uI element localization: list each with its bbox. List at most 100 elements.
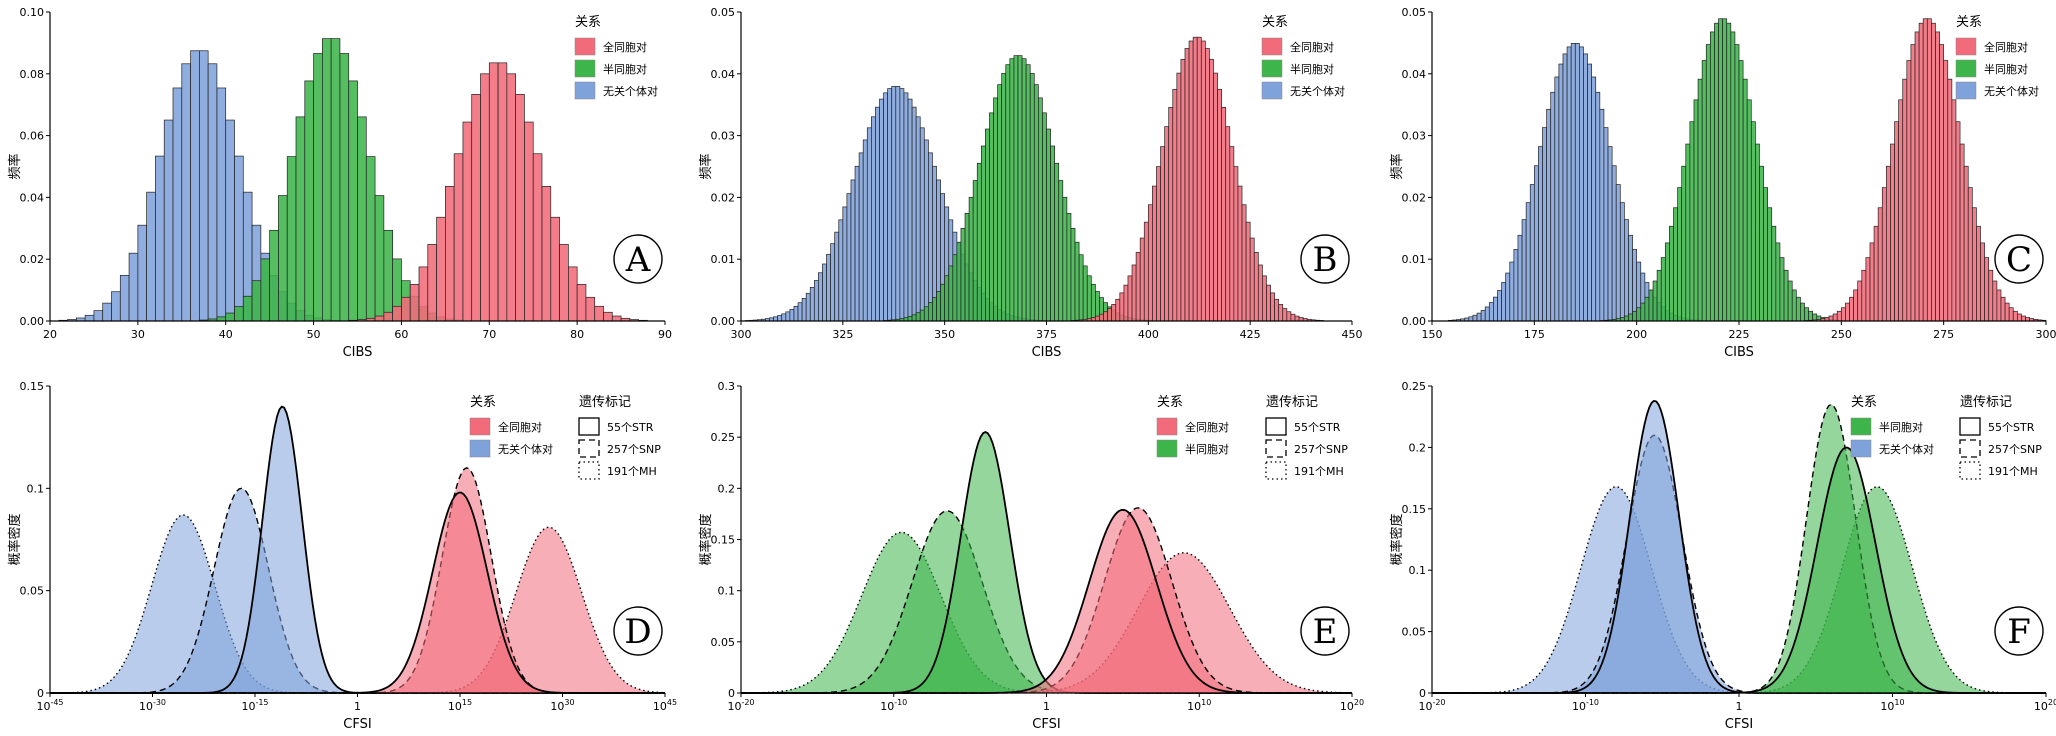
histogram-bar bbox=[1127, 275, 1133, 322]
histogram-bar bbox=[1640, 302, 1646, 322]
x-tick-label: 275 bbox=[1933, 328, 1954, 341]
legend-label: 全同胞对 bbox=[498, 420, 542, 434]
histogram-bar bbox=[1168, 107, 1174, 322]
histogram-bar bbox=[923, 306, 929, 322]
histogram-bar bbox=[948, 265, 954, 322]
histogram-bar bbox=[1005, 64, 1011, 322]
histogram-bar bbox=[383, 229, 393, 322]
x-tick-label: 90 bbox=[658, 328, 672, 341]
histogram-bar bbox=[1746, 99, 1752, 322]
histogram-bar bbox=[1115, 298, 1121, 322]
histogram-bar bbox=[826, 253, 831, 322]
y-tick-label: 0.05 bbox=[1402, 626, 1427, 639]
histogram-bar bbox=[1591, 76, 1597, 322]
histogram-bar bbox=[1783, 269, 1789, 322]
histogram-bar bbox=[1574, 42, 1580, 322]
y-axis-label: 频率 bbox=[1389, 153, 1405, 179]
histogram-bar bbox=[1718, 18, 1723, 322]
histogram-bar bbox=[1599, 108, 1605, 322]
histogram-bar bbox=[1587, 63, 1592, 322]
histogram-bar bbox=[1828, 315, 1834, 322]
histogram-bar bbox=[1771, 225, 1777, 322]
histogram-bar bbox=[1164, 126, 1170, 322]
y-tick-label: 0.25 bbox=[711, 431, 736, 444]
histogram-bar bbox=[1278, 304, 1284, 322]
x-tick-label: 10-10 bbox=[880, 698, 907, 713]
histogram-bar bbox=[822, 263, 827, 322]
histogram-bar bbox=[1832, 313, 1838, 322]
histogram-bar bbox=[1493, 296, 1498, 322]
histogram-bar bbox=[1029, 73, 1035, 322]
histogram-bar bbox=[471, 94, 481, 322]
density-curve bbox=[741, 431, 1352, 694]
histogram-bar bbox=[1722, 18, 1728, 322]
x-tick-label: 30 bbox=[131, 328, 145, 341]
density-area bbox=[1432, 486, 2046, 693]
legend-label: 半同胞对 bbox=[1879, 420, 1923, 434]
histogram-bar bbox=[1205, 48, 1210, 322]
y-tick-label: 0.04 bbox=[20, 191, 45, 204]
histogram-bar bbox=[976, 162, 982, 322]
histogram-bar bbox=[1229, 146, 1235, 322]
histogram-bar bbox=[1918, 22, 1924, 322]
histogram-bar bbox=[1196, 36, 1202, 322]
y-tick-label: 0.05 bbox=[711, 6, 736, 19]
histogram-bar bbox=[1955, 121, 1961, 322]
histogram-bar bbox=[1200, 40, 1206, 322]
histogram-bar bbox=[392, 305, 402, 322]
legend-swatch bbox=[469, 439, 491, 458]
histogram-bar bbox=[1836, 310, 1842, 322]
legend-title: 关系 bbox=[470, 395, 496, 410]
histogram-bar bbox=[1180, 58, 1186, 322]
histogram-bar bbox=[1468, 316, 1474, 322]
histogram-bar bbox=[936, 291, 941, 322]
histogram-bar bbox=[1971, 207, 1977, 322]
histogram-bar bbox=[383, 311, 393, 322]
histogram-bar bbox=[234, 306, 244, 322]
histogram-bar bbox=[1172, 88, 1178, 322]
histogram-bar bbox=[985, 128, 990, 322]
legend-line-style bbox=[1265, 417, 1287, 436]
histogram-bar bbox=[1795, 296, 1801, 322]
histogram-bar bbox=[1791, 289, 1797, 322]
histogram-bar bbox=[541, 186, 552, 322]
histogram-bar bbox=[374, 195, 385, 322]
histogram-bar bbox=[172, 87, 183, 322]
legend-line-style bbox=[1959, 417, 1981, 436]
histogram-bar bbox=[1521, 219, 1527, 322]
y-tick-label: 0.03 bbox=[711, 130, 736, 143]
histogram-bar bbox=[1188, 40, 1194, 322]
histogram-bar bbox=[1554, 76, 1560, 322]
histogram-bar bbox=[1861, 269, 1867, 322]
histogram-bar bbox=[304, 80, 314, 322]
histogram-bar bbox=[1840, 307, 1846, 322]
legend-swatch bbox=[1955, 37, 1977, 56]
histogram-bar bbox=[773, 316, 779, 322]
y-axis-label: 频率 bbox=[698, 153, 714, 179]
legend-label: 55个STR bbox=[607, 421, 654, 434]
histogram-bar bbox=[1570, 42, 1576, 322]
x-tick-label: 400 bbox=[1138, 328, 1159, 341]
histogram-bar bbox=[1192, 36, 1198, 322]
histogram-bar bbox=[1681, 165, 1687, 322]
histogram-bar bbox=[972, 180, 978, 322]
y-tick-label: 0.25 bbox=[1402, 380, 1427, 393]
y-tick-label: 0.3 bbox=[718, 380, 736, 393]
x-tick-label: 175 bbox=[1524, 328, 1545, 341]
legend-label: 无关个体对 bbox=[603, 84, 658, 98]
histogram-bar bbox=[611, 315, 622, 322]
histogram-bar bbox=[1497, 290, 1502, 322]
histogram-bar bbox=[1501, 282, 1507, 322]
histogram-bar bbox=[1074, 241, 1080, 322]
histogram-bar bbox=[251, 280, 262, 322]
histogram-bar bbox=[1853, 289, 1859, 322]
histogram-bar bbox=[278, 195, 288, 322]
y-tick-label: 0 bbox=[1419, 687, 1426, 700]
histogram-bar bbox=[506, 73, 516, 322]
histogram-bar bbox=[2008, 307, 2014, 322]
histogram-bar bbox=[234, 155, 244, 322]
density-curve bbox=[1432, 399, 2046, 694]
histogram-bar bbox=[1249, 237, 1255, 322]
histogram-bar bbox=[1693, 99, 1699, 322]
histogram-bar bbox=[1282, 308, 1288, 322]
